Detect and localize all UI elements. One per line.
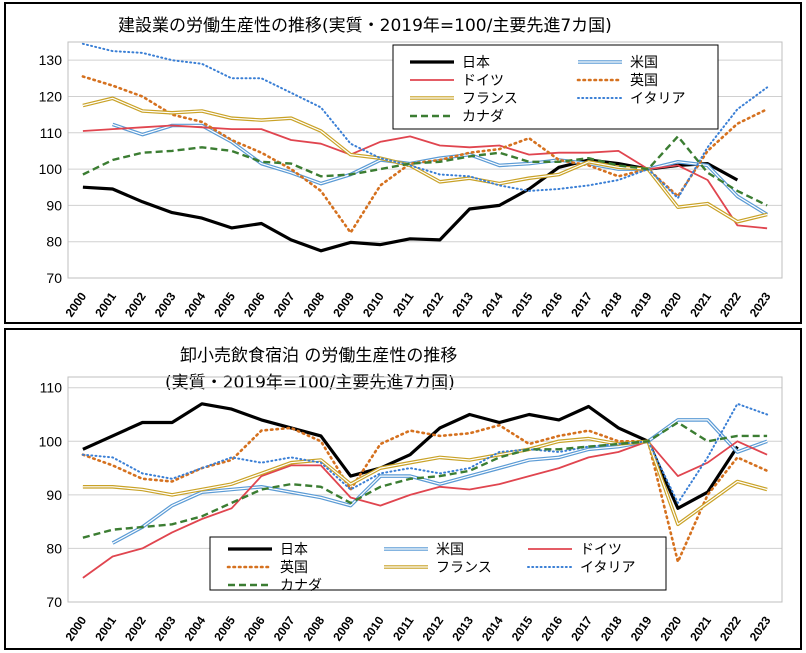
x-tick-label: 2010 — [360, 613, 387, 643]
x-tick-label: 2021 — [687, 289, 714, 319]
x-tick-label: 2013 — [449, 613, 476, 643]
x-tick-label: 2002 — [122, 613, 149, 643]
x-tick-label: 2020 — [658, 613, 685, 643]
chart-subtitle-wholesale-retail: (実質・2019年=100/主要先進7カ国) — [165, 373, 455, 393]
x-tick-label: 2009 — [330, 289, 357, 319]
x-tick-label: 2011 — [390, 289, 417, 319]
y-tick-label: 90 — [46, 487, 62, 503]
series-line-inner-フランス — [82, 438, 768, 525]
series-line-カナダ — [82, 421, 768, 539]
legend-label-米国: 米国 — [436, 542, 464, 558]
x-tick-label: 2005 — [211, 289, 238, 319]
y-tick-label: 100 — [39, 161, 63, 177]
y-tick-label: 70 — [46, 270, 62, 286]
y-tick-label: 90 — [46, 197, 62, 213]
x-tick-label: 2023 — [747, 289, 774, 319]
x-tick-label: 2003 — [152, 289, 179, 319]
y-tick-label: 110 — [40, 380, 63, 396]
x-tick-label: 2000 — [63, 613, 90, 643]
x-tick-label: 2020 — [658, 289, 685, 319]
series-line-日本 — [82, 158, 739, 253]
series-line-イタリア — [81, 402, 769, 504]
legend-label-カナダ: カナダ — [280, 578, 322, 594]
x-tick-label: 2012 — [420, 289, 447, 319]
x-tick-label: 2015 — [509, 289, 536, 319]
x-tick-label: 2019 — [628, 613, 655, 643]
legend-label-イタリア: イタリア — [630, 91, 685, 107]
x-tick-label: 2004 — [182, 289, 209, 319]
y-tick-label: 130 — [39, 52, 63, 68]
series-line-ドイツ — [82, 440, 768, 579]
series-line-日本 — [82, 402, 739, 510]
x-tick-label: 2021 — [687, 613, 714, 643]
x-tick-label: 2001 — [92, 289, 119, 319]
x-tick-label: 2006 — [241, 289, 268, 319]
series-line-英国 — [81, 423, 769, 564]
chart-title-wholesale-retail: 卸小売飲食宿泊 の労働生産性の推移 — [180, 346, 457, 366]
x-tick-label: 2023 — [747, 613, 774, 643]
legend-label-英国: 英国 — [280, 559, 308, 576]
x-tick-label: 2018 — [598, 289, 625, 319]
x-tick-label: 2022 — [717, 289, 744, 319]
x-tick-label: 2005 — [211, 613, 238, 643]
plot-area — [67, 41, 783, 279]
legend-label-ドイツ: ドイツ — [580, 542, 622, 558]
y-tick-label: 100 — [39, 433, 63, 449]
legend-label-米国: 米国 — [630, 55, 658, 71]
x-tick-label: 2004 — [182, 613, 209, 643]
y-tick-label: 80 — [46, 234, 62, 250]
legend-label-フランス: フランス — [436, 560, 492, 576]
x-tick-label: 2014 — [479, 613, 506, 643]
x-tick-label: 2013 — [449, 289, 476, 319]
series-line-inner-フランス — [82, 97, 768, 223]
x-tick-label: 2012 — [420, 613, 447, 643]
x-tick-label: 2011 — [390, 613, 417, 643]
x-tick-label: 2010 — [360, 289, 387, 319]
x-tick-label: 2016 — [539, 289, 566, 319]
legend-label-日本: 日本 — [462, 55, 490, 71]
x-tick-label: 2008 — [301, 289, 328, 319]
plot-area — [67, 376, 783, 603]
series-line-inner-米国 — [112, 419, 768, 544]
legend-label-英国: 英国 — [630, 72, 658, 89]
legend — [209, 536, 667, 591]
x-tick-label: 2006 — [241, 613, 268, 643]
x-tick-label: 2015 — [509, 613, 536, 643]
chart-title-construction: 建設業の労働生産性の推移(実質・2019年=100/主要先進7カ国) — [118, 16, 612, 36]
legend-label-フランス: フランス — [462, 91, 518, 107]
legend-label-日本: 日本 — [280, 542, 308, 558]
x-tick-label: 2014 — [479, 289, 506, 319]
x-tick-label: 2007 — [271, 613, 298, 643]
y-tick-label: 80 — [46, 540, 62, 556]
x-tick-label: 2008 — [301, 613, 328, 643]
x-tick-label: 2003 — [152, 613, 179, 643]
series-line-カナダ — [82, 135, 768, 207]
series-line-米国 — [111, 418, 768, 545]
x-tick-label: 2022 — [717, 613, 744, 643]
series-line-inner-米国 — [112, 123, 768, 216]
legend-label-イタリア: イタリア — [580, 560, 635, 576]
x-tick-label: 2001 — [92, 613, 119, 643]
y-tick-label: 120 — [39, 88, 63, 104]
x-tick-label: 2016 — [539, 613, 566, 643]
legend — [392, 44, 719, 130]
x-tick-label: 2019 — [628, 289, 655, 319]
y-tick-label: 70 — [46, 594, 62, 610]
legend-label-ドイツ: ドイツ — [462, 73, 504, 89]
x-tick-label: 2017 — [568, 289, 595, 319]
x-tick-label: 2017 — [568, 613, 595, 643]
x-tick-label: 2009 — [330, 613, 357, 643]
series-line-ドイツ — [82, 124, 768, 230]
x-tick-label: 2018 — [598, 613, 625, 643]
legend-label-カナダ: カナダ — [462, 109, 504, 125]
x-tick-label: 2002 — [122, 289, 149, 319]
x-tick-label: 2000 — [63, 289, 90, 319]
x-tick-label: 2007 — [271, 289, 298, 319]
y-tick-label: 110 — [40, 125, 63, 141]
